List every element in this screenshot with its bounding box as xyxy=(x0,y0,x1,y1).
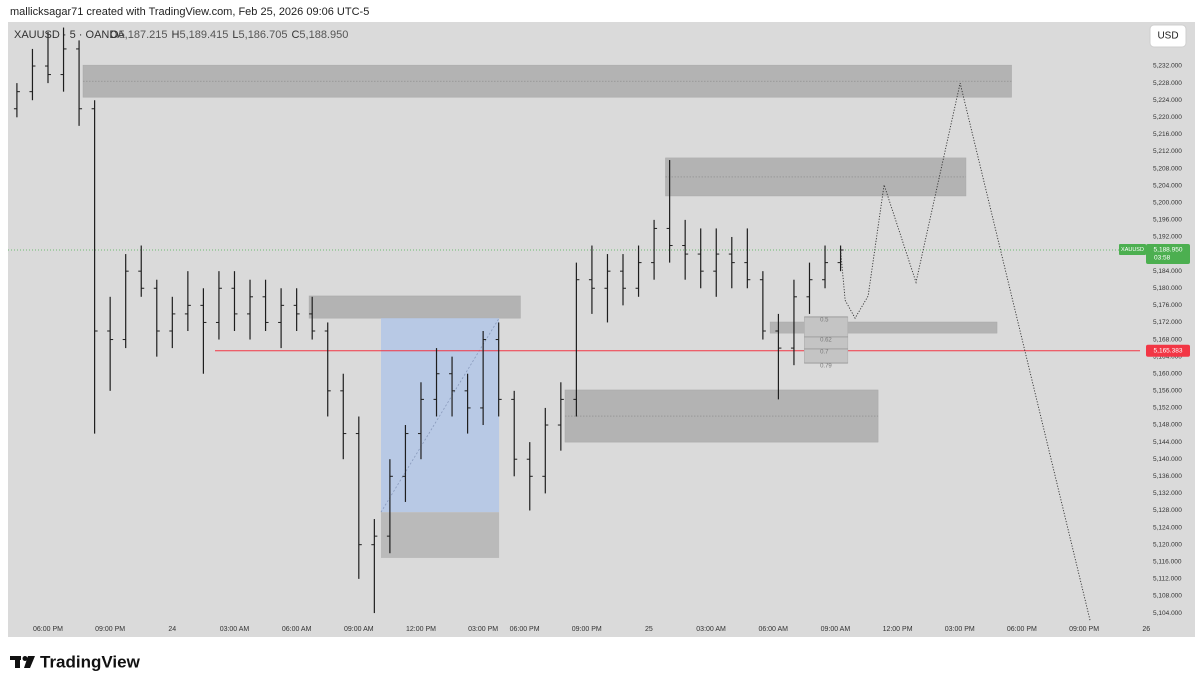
y-tick-label: 5,128.000 xyxy=(1153,507,1182,514)
zone xyxy=(82,64,1012,98)
x-tick-label: 03:00 AM xyxy=(696,626,726,633)
ohlc-key: O xyxy=(110,29,119,41)
last-price-tag xyxy=(1146,244,1190,265)
y-tick-label: 5,220.000 xyxy=(1153,114,1182,121)
y-tick-label: 5,196.000 xyxy=(1153,217,1182,224)
brand-logo xyxy=(10,656,35,668)
ohlc-key: H xyxy=(172,29,180,41)
x-tick-label: 06:00 PM xyxy=(33,626,63,633)
projection-path xyxy=(840,83,1091,621)
y-tick-label: 5,160.000 xyxy=(1153,370,1182,377)
fib-label: 0.62 xyxy=(820,338,832,344)
logo-mark xyxy=(22,656,28,661)
y-tick-label: 5,216.000 xyxy=(1153,131,1182,138)
x-tick-label: 03:00 PM xyxy=(468,626,498,633)
x-tick-label: 09:00 AM xyxy=(821,626,851,633)
symbol-tag xyxy=(1119,244,1146,256)
y-tick-label: 5,140.000 xyxy=(1153,456,1182,463)
x-tick-label: 25 xyxy=(645,626,653,633)
x-tick-label: 09:00 PM xyxy=(1069,626,1099,633)
y-tick-label: 5,228.000 xyxy=(1153,80,1182,87)
y-tick-label: 5,144.000 xyxy=(1153,439,1182,446)
ohlc-value: 5,187.215 xyxy=(119,29,168,41)
y-tick-label: 5,172.000 xyxy=(1153,319,1182,326)
y-tick-label: 5,104.000 xyxy=(1153,610,1182,617)
level-tag-label: 5,165.383 xyxy=(1154,347,1183,354)
zone xyxy=(308,295,521,319)
ohlc-value: 5,189.415 xyxy=(179,29,228,41)
ohlc-key: C xyxy=(291,29,299,41)
y-tick-label: 5,204.000 xyxy=(1153,182,1182,189)
currency-button[interactable] xyxy=(1149,24,1187,48)
ohlc-value: 5,186.705 xyxy=(239,29,288,41)
y-tick-label: 5,116.000 xyxy=(1153,558,1182,565)
symbol-tag-label: XAUUSD xyxy=(1121,247,1144,253)
level-tag xyxy=(1146,344,1190,357)
x-tick-label: 09:00 PM xyxy=(95,626,125,633)
y-tick-label: 5,148.000 xyxy=(1153,422,1182,429)
y-tick-label: 5,108.000 xyxy=(1153,593,1182,600)
fib-box xyxy=(804,316,849,364)
brand: TradingView xyxy=(40,652,141,671)
x-tick-label: 09:00 AM xyxy=(344,626,374,633)
y-tick-label: 5,200.000 xyxy=(1153,200,1182,207)
y-tick-label: 5,124.000 xyxy=(1153,524,1182,531)
x-tick-label: 06:00 PM xyxy=(510,626,540,633)
x-tick-label: 24 xyxy=(168,626,176,633)
y-tick-label: 5,232.000 xyxy=(1153,63,1182,70)
symbol-line: XAUUSD · 5 · OANDA xyxy=(14,29,125,41)
y-tick-label: 5,136.000 xyxy=(1153,473,1182,480)
x-tick-label: 26 xyxy=(1142,626,1150,633)
x-tick-label: 12:00 PM xyxy=(883,626,913,633)
ohlc-value: 5,188.950 xyxy=(299,29,348,41)
x-tick-label: 06:00 PM xyxy=(1007,626,1037,633)
countdown-label: 03:58 xyxy=(1154,255,1171,262)
y-tick-label: 5,152.000 xyxy=(1153,405,1182,412)
y-tick-label: 5,180.000 xyxy=(1153,285,1182,292)
x-tick-label: 03:00 PM xyxy=(945,626,975,633)
x-tick-label: 12:00 PM xyxy=(406,626,436,633)
chart-pane xyxy=(8,22,1195,637)
y-tick-label: 5,112.000 xyxy=(1153,576,1182,583)
x-tick-label: 06:00 AM xyxy=(758,626,788,633)
y-tick-label: 5,168.000 xyxy=(1153,336,1182,343)
currency-label: USD xyxy=(1157,31,1178,42)
ohlc-key: L xyxy=(232,29,238,41)
y-tick-label: 5,156.000 xyxy=(1153,388,1182,395)
logo-mark xyxy=(24,656,35,668)
credit: mallicksagar71 created with TradingView.… xyxy=(10,6,369,18)
y-tick-label: 5,184.000 xyxy=(1153,268,1182,275)
logo-mark xyxy=(15,656,20,668)
last-price-label: 5,188.950 xyxy=(1154,247,1183,254)
stop-box xyxy=(380,512,500,558)
fib-label: 0.5 xyxy=(820,317,829,323)
y-tick-label: 5,208.000 xyxy=(1153,165,1182,172)
y-tick-label: 5,212.000 xyxy=(1153,148,1182,155)
y-tick-label: 5,224.000 xyxy=(1153,97,1182,104)
fib-label: 0.79 xyxy=(820,364,832,370)
y-tick-label: 5,176.000 xyxy=(1153,302,1182,309)
y-tick-label: 5,132.000 xyxy=(1153,490,1182,497)
x-tick-label: 06:00 AM xyxy=(282,626,312,633)
y-tick-label: 5,120.000 xyxy=(1153,541,1182,548)
zone xyxy=(769,321,998,334)
x-tick-label: 09:00 PM xyxy=(572,626,602,633)
y-tick-label: 5,164.000 xyxy=(1153,353,1182,360)
fib-label: 0.7 xyxy=(820,350,829,356)
x-tick-label: 03:00 AM xyxy=(220,626,250,633)
plot-area: 0.5 0.62 0.7 0.79 06:00 PM 09:00 PM 24 03:00 AM… xyxy=(8,27,1150,633)
y-tick-label: 5,192.000 xyxy=(1153,234,1182,241)
